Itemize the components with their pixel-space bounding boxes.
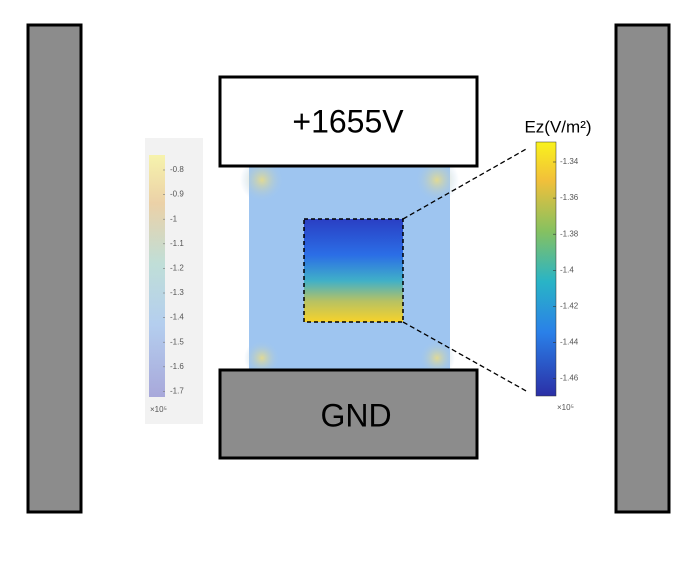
side-plate (26, 23, 83, 514)
colorbar-exponent: ×10⁵ (557, 403, 574, 412)
tick-label: -1.1 (170, 239, 184, 248)
colorbar (149, 155, 165, 397)
bottom-electrode (218, 368, 479, 460)
tick-label: -1.6 (170, 362, 184, 371)
tick-label: -1.46 (560, 374, 579, 383)
tick-label: -1.38 (560, 229, 579, 238)
field-corner (415, 158, 459, 202)
tick-label: -0.9 (170, 190, 184, 199)
tick-label: -1.7 (170, 387, 184, 396)
tick-label: -1.42 (560, 302, 579, 311)
tick-label: -1.5 (170, 337, 184, 346)
colorbar (535, 141, 557, 397)
tick-label: -1.3 (170, 288, 184, 297)
field-corner (240, 158, 284, 202)
electrode-label: +1655V (292, 103, 404, 139)
colorbar-title: Ez(V/m²) (524, 117, 591, 136)
side-plate (614, 23, 671, 514)
tick-label: -1.36 (560, 193, 579, 202)
colorbar-exponent: ×10⁵ (150, 405, 167, 414)
tick-label: -1.4 (170, 313, 184, 322)
zoom-region (303, 218, 404, 323)
tick-label: -1.2 (170, 264, 184, 273)
tick-label: -1.34 (560, 157, 579, 166)
tick-label: -1.44 (560, 338, 579, 347)
tick-label: -0.8 (170, 165, 184, 174)
field-corner (244, 340, 280, 376)
tick-label: -1.4 (560, 265, 574, 274)
tick-label: -1 (170, 214, 178, 223)
top-electrode (218, 75, 479, 168)
electrode-label: GND (320, 397, 391, 433)
field-corner (419, 340, 455, 376)
